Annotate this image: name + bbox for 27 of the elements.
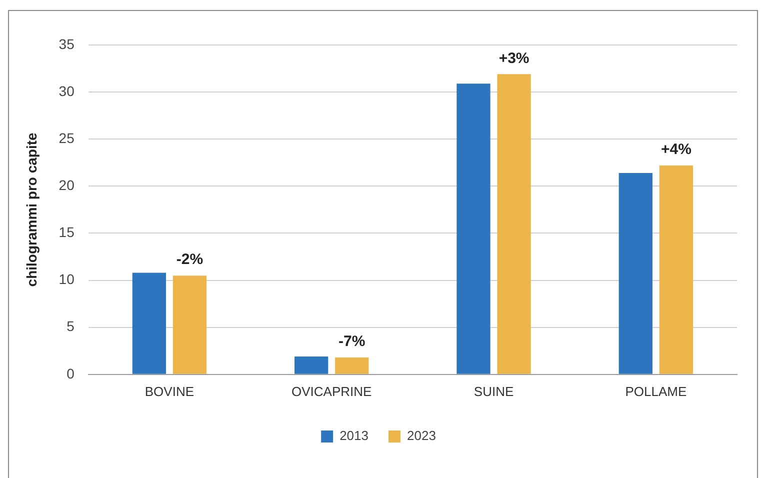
bar	[294, 356, 328, 374]
y-tick-label: 5	[66, 318, 75, 334]
x-tick-label: POLLAME	[625, 384, 687, 399]
x-tick-label: SUINE	[474, 384, 514, 399]
bar	[335, 357, 369, 374]
x-tick-label: OVICAPRINE	[292, 384, 372, 399]
annotation: -2%	[176, 251, 204, 268]
y-tick-label: 30	[58, 82, 75, 99]
annotation: +4%	[660, 141, 692, 158]
y-tick-label: 15	[58, 224, 75, 240]
y-tick-label: 10	[58, 271, 75, 288]
bar	[456, 84, 490, 374]
y-tick-label: 25	[58, 130, 75, 146]
y-tick-label: 0	[66, 365, 75, 382]
y-tick-label: 35	[58, 36, 75, 52]
annotation: +3%	[498, 50, 530, 67]
x-tick-label: BOVINE	[144, 384, 194, 399]
bar	[618, 172, 652, 374]
legend-label: 2023	[407, 428, 436, 444]
y-tick-label: 20	[58, 177, 75, 194]
y-axis-title: chilogrammi pro capite	[23, 132, 40, 287]
bar	[172, 276, 207, 374]
bar	[497, 74, 531, 374]
annotation: -7%	[338, 333, 366, 350]
bar	[659, 165, 694, 374]
bar	[132, 272, 166, 374]
legend-label: 2013	[340, 428, 368, 444]
